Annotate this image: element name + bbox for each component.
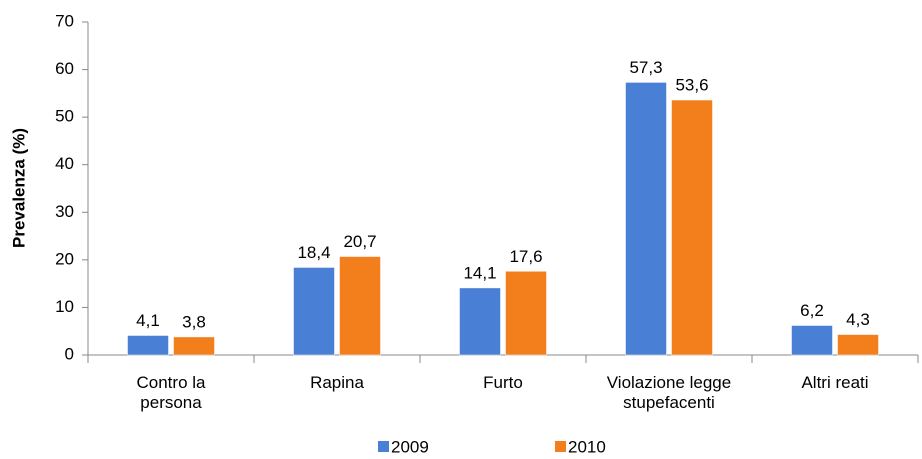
y-tick-label: 40 [55,154,74,173]
data-label: 53,6 [675,76,708,95]
bar [791,325,833,356]
y-tick-label: 20 [55,249,74,268]
x-tick-label: Contro la persona [136,373,206,412]
data-label: 20,7 [343,232,376,251]
x-tick-label: Furto [483,373,523,392]
y-axis-label: Prevalenza (%) [9,128,28,248]
bar [505,271,547,356]
bar [837,334,879,356]
bar [173,336,215,356]
data-label: 4,3 [846,310,870,329]
data-label: 57,3 [629,58,662,77]
x-tick-label: Violazione legge stupefacenti [606,373,732,412]
y-tick-label: 0 [65,344,74,363]
data-label: 18,4 [297,243,330,262]
bar [459,287,501,356]
bar [625,82,667,356]
legend-swatch [378,441,389,452]
y-tick-label: 50 [55,107,74,126]
bar [127,335,169,356]
y-tick-label: 60 [55,59,74,78]
data-label: 6,2 [800,301,824,320]
legend-label: 2010 [568,437,606,456]
y-tick-label: 10 [55,297,74,316]
x-tick-label: Rapina [310,373,364,392]
bar [293,267,335,356]
y-tick-label: 30 [55,202,74,221]
y-tick-label: 70 [55,11,74,30]
bar [339,256,381,356]
data-label: 3,8 [182,312,206,331]
x-tick-label: Altri reati [801,373,869,392]
legend-label: 2009 [391,437,429,456]
data-label: 4,1 [136,311,160,330]
data-label: 14,1 [463,263,496,282]
legend-swatch [555,441,566,452]
data-label: 17,6 [509,247,542,266]
bar [671,99,713,356]
